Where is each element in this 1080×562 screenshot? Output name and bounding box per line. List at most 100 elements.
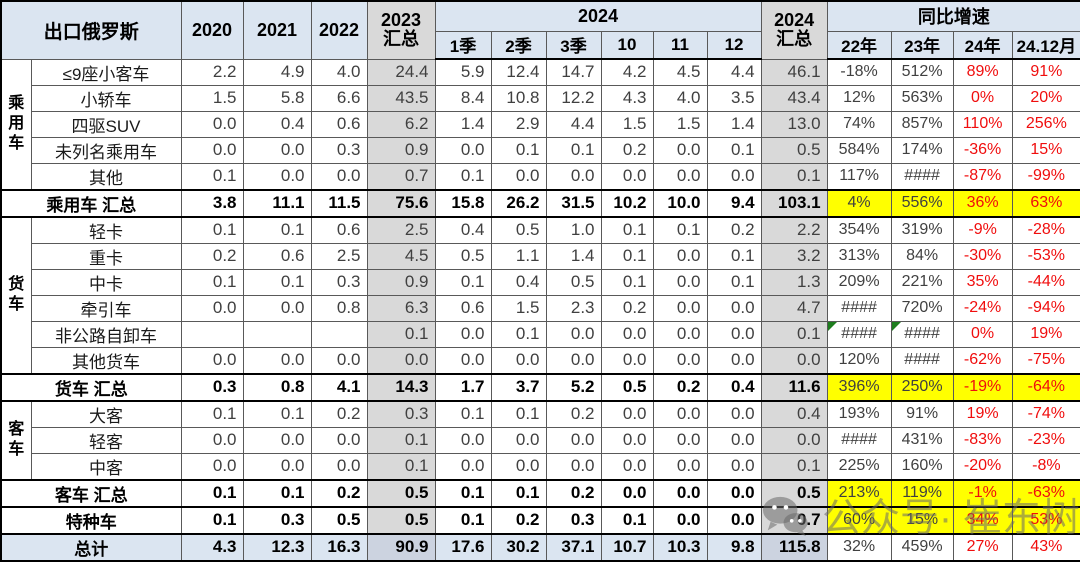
value-cell: 1.5 [180,84,244,112]
value-cell: 0.1 [180,162,244,191]
yoy-cell: 857% [890,110,954,138]
value-cell: 0.0 [545,346,602,375]
value-cell: 0.0 [490,426,547,454]
value-cell: 0.0 [600,452,654,481]
value-cell: 1.3 [760,268,828,296]
value-cell: 0.1 [600,505,654,535]
value-cell: 0.3 [242,505,312,535]
yoy-cell: 91% [890,400,954,428]
value-cell: 4.7 [760,294,828,322]
row-label: 客车 汇总 [0,478,182,508]
value-cell: 5.8 [242,84,312,112]
value-cell: 0.0 [760,346,828,375]
value-cell: 26.2 [490,188,547,218]
table-row: 乘用车 汇总 3.8 11.1 11.5 75.6 15.8 26.2 31.5 10.2 10.… [0,188,1080,218]
value-cell: 90.9 [366,532,436,562]
value-cell: 0.6 [310,110,368,138]
row-label: 牵引车 [30,294,182,322]
value-cell: 0.4 [706,372,762,402]
yoy-cell: 15% [890,505,954,535]
value-cell: 0.1 [180,505,244,535]
value-cell: 0.0 [242,136,312,164]
value-cell: 14.3 [366,372,436,402]
value-cell: 0.0 [706,505,762,535]
value-cell: 0.2 [600,136,654,164]
col-header-2021: 2021 [242,0,312,60]
value-cell: 2.9 [490,110,547,138]
value-cell: 0.5 [490,216,547,244]
value-cell: 0.3 [310,268,368,296]
yoy-cell: #### [890,346,954,375]
yoy-cell: 209% [826,268,892,296]
value-cell: 0.1 [242,400,312,428]
value-cell: 1.7 [434,372,492,402]
value-cell: 12.4 [490,58,547,86]
value-cell: 14.7 [545,58,602,86]
value-cell: 30.2 [490,532,547,562]
value-cell [242,320,312,348]
yoy-cell: 91% [1011,58,1080,86]
value-cell: 46.1 [760,58,828,86]
group-label-char: 车 [8,441,25,459]
value-cell: 43.4 [760,84,828,112]
value-cell: 0.0 [310,346,368,375]
value-cell: 0.0 [706,478,762,508]
value-cell: 0.1 [434,400,492,428]
value-cell: 0.0 [180,426,244,454]
value-cell: 0.0 [600,320,654,348]
value-cell: 0.0 [434,346,492,375]
value-cell: 0.7 [760,505,828,535]
value-cell: 4.0 [310,58,368,86]
col-header-2020: 2020 [180,0,244,60]
value-cell: 0.0 [310,426,368,454]
value-cell: 0.1 [242,268,312,296]
value-cell: 0.1 [600,216,654,244]
value-cell: 0.1 [434,505,492,535]
value-cell: 12.2 [545,84,602,112]
table-row: 货车轻卡 0.1 0.1 0.6 2.5 0.4 0.5 1.0 0.1 0.1 0.2 2.2 354… [0,216,1080,375]
value-cell: 0.0 [545,162,602,191]
value-cell: 4.3 [600,84,654,112]
value-cell: 0.0 [652,505,708,535]
col-header-q1: 1季 [434,30,492,60]
value-cell: 0.1 [490,400,547,428]
value-cell: 0.0 [490,452,547,481]
yoy-cell: 354% [826,216,892,244]
yoy-cell: 15% [1011,136,1080,164]
value-cell: 0.2 [545,400,602,428]
value-cell: 9.8 [706,532,762,562]
value-cell: 0.3 [310,136,368,164]
group-label-char: 用 [8,115,25,133]
value-cell: 1.4 [545,242,602,270]
value-cell: 5.2 [545,372,602,402]
yoy-cell: 27% [952,532,1013,562]
value-cell: 2.3 [545,294,602,322]
value-cell: 0.0 [242,452,312,481]
value-cell: 13.0 [760,110,828,138]
value-cell: 0.3 [180,372,244,402]
col-header-nov: 11 [652,30,708,60]
yoy-cell: 213% [826,478,892,508]
value-cell: 0.0 [652,268,708,296]
yoy-cell: -53% [1011,242,1080,270]
table-row: 特种车 0.1 0.3 0.5 0.5 0.1 0.2 0.3 0.1 0.0 0.0 0.7 60% 1… [0,505,1080,535]
table-row: 未列名乘用车 0.0 0.0 0.3 0.9 0.0 0.1 0.1 0.2 0.0 0.1 0.5 5… [1,136,1080,164]
value-cell: 0.1 [434,268,492,296]
value-cell: 0.0 [434,320,492,348]
value-cell: 0.0 [434,426,492,454]
yoy-cell: 74% [826,110,892,138]
row-label: 重卡 [30,242,182,270]
value-cell: 0.0 [652,242,708,270]
yoy-cell: 119% [890,478,954,508]
yoy-cell: 32% [826,532,892,562]
value-cell: 0.1 [545,136,602,164]
value-cell: 0.0 [600,478,654,508]
value-cell: 0.1 [366,426,436,454]
yoy-cell: 221% [890,268,954,296]
value-cell: 0.0 [706,452,762,481]
yoy-cell: 84% [890,242,954,270]
value-cell: 0.1 [366,320,436,348]
value-cell: 10.8 [490,84,547,112]
col-header-yoy-23: 23年 [890,30,954,60]
value-cell: 6.2 [366,110,436,138]
